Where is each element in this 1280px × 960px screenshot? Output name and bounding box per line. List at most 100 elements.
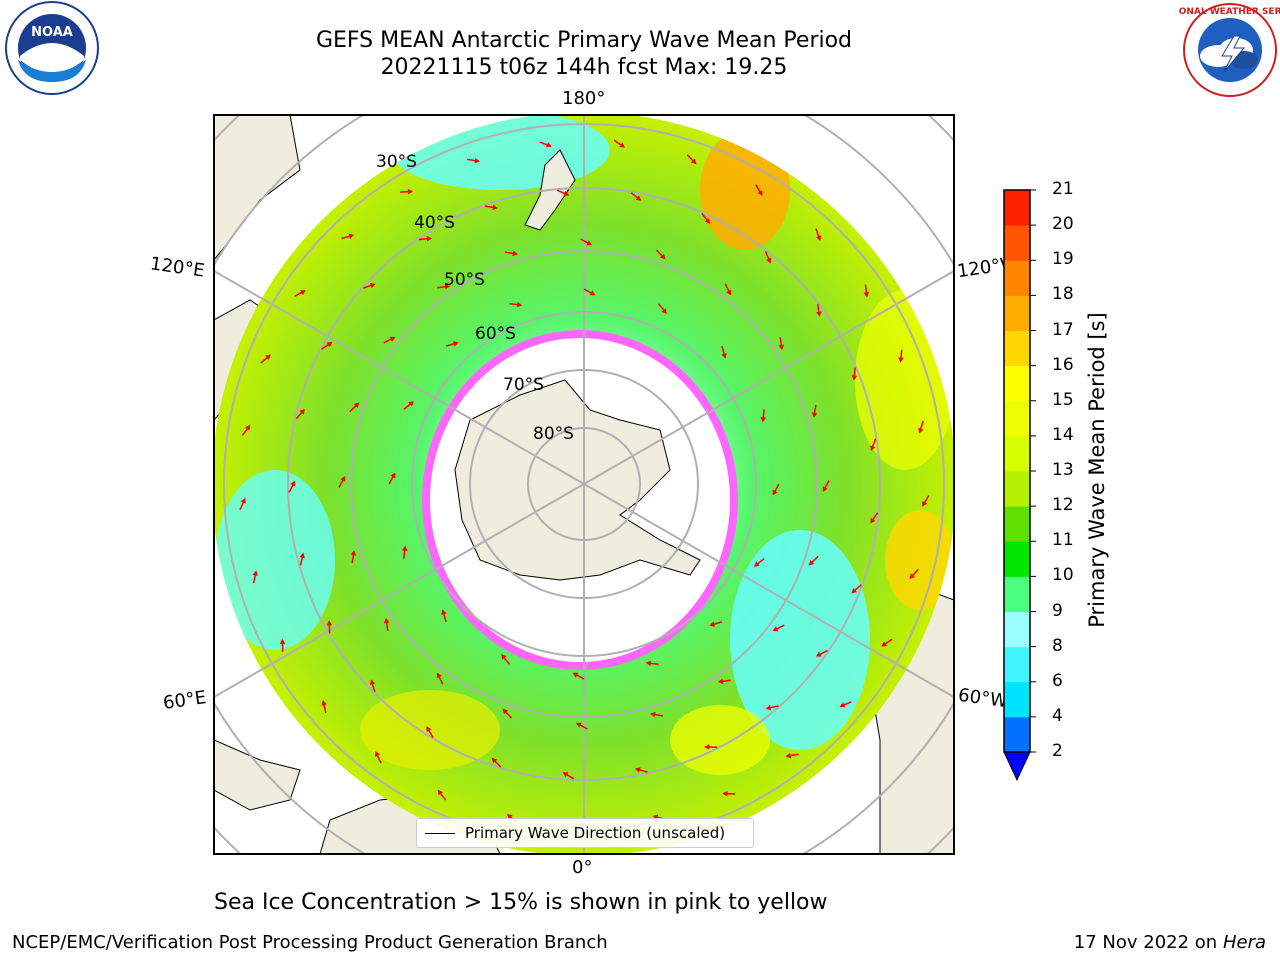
lat-label-40s: 40°S: [414, 213, 455, 233]
wave-arrow-head: [589, 290, 596, 296]
colorbar-tick-label: 19: [1052, 249, 1074, 270]
noaa-logo-text: NOAA: [31, 25, 73, 40]
wave-arrow-head: [704, 744, 710, 750]
wave-arrow-head: [645, 660, 651, 667]
lat-label-80s: 80°S: [533, 424, 574, 444]
wave-arrow-head: [299, 552, 305, 559]
wave-arrow-head: [389, 336, 396, 342]
colorbar-segment: [1004, 716, 1030, 753]
wave-arrow-head: [452, 341, 459, 347]
wave-arrow-head: [369, 679, 376, 686]
wave-arrow-head: [290, 480, 296, 487]
wave-arrow-head: [562, 772, 569, 778]
colorbar-tick-label: 14: [1052, 424, 1074, 445]
wave-arrow-head: [491, 757, 498, 764]
lon-label-180: 180°: [562, 88, 606, 109]
colorbar-tick-label: 17: [1052, 319, 1074, 340]
wave-arrow-head: [586, 240, 593, 246]
wave-arrow-head: [839, 702, 846, 708]
wave-arrow-head: [348, 233, 355, 239]
colorbar-tick-label: 11: [1052, 530, 1074, 551]
wave-arrow-head: [766, 257, 772, 264]
wave-arrow-head: [634, 767, 641, 773]
colorbar-segment: [1004, 225, 1030, 261]
legend-line-icon: [425, 832, 455, 834]
wave-arrow-head: [659, 253, 666, 260]
wave-arrow-head: [785, 752, 792, 759]
wave-arrow-head: [563, 190, 570, 196]
colorbar-tick-label: 18: [1052, 284, 1074, 305]
wave-arrow-head: [709, 621, 716, 627]
colorbar-segment: [1004, 611, 1030, 648]
wave-arrow-head: [863, 292, 870, 298]
wave-arrow-head: [299, 409, 305, 415]
wave-arrow-head: [350, 550, 357, 556]
colorbar-tick-label: 15: [1052, 389, 1074, 410]
wave-arrow-head: [816, 311, 822, 317]
colorbar-segment: [1004, 506, 1030, 542]
wave-arrow-head: [512, 250, 518, 257]
wave-arrow-head: [870, 445, 876, 451]
wave-arrow-head: [619, 142, 625, 148]
wave-arrow-head: [816, 235, 822, 241]
footer-date-text: 17 Nov 2022 on: [1073, 932, 1218, 953]
wave-arrow-head: [383, 617, 390, 624]
colorbar-under-arrow: [1003, 751, 1031, 782]
wave-arrow-head: [909, 573, 915, 579]
map-frame: [213, 114, 955, 855]
legend-label: Primary Wave Direction (unscaled): [465, 824, 726, 842]
colorbar-segment: [1004, 471, 1030, 507]
wave-arrow-head: [757, 190, 763, 196]
wave-arrow-head: [851, 588, 858, 594]
wave-arrow-head: [881, 641, 888, 647]
wave-arrow-head: [815, 651, 822, 657]
wave-arrow-head: [635, 195, 642, 201]
footer-credit: NCEP/EMC/Verification Post Processing Pr…: [12, 932, 608, 953]
colorbar-segment: [1004, 330, 1030, 367]
wave-arrow-head: [918, 427, 924, 434]
wave-arrow-head: [650, 711, 656, 718]
wave-arrow-head: [811, 412, 818, 418]
wave-arrow-head: [321, 700, 327, 706]
land-madagascar: [214, 739, 301, 811]
colorbar-tick-label: 4: [1052, 705, 1063, 726]
colorbar-segment: [1004, 365, 1030, 402]
wave-arrow-head: [808, 559, 815, 566]
wave-arrow-head: [898, 357, 904, 363]
wave-arrow-head: [772, 626, 779, 632]
wave-arrow-head: [721, 352, 727, 359]
wave-arrow-head: [492, 204, 498, 211]
wave-arrow-head: [265, 354, 271, 360]
lon-label-0: 0°: [572, 857, 593, 878]
wave-arrow-head: [474, 157, 480, 164]
colorbar-segment: [1004, 646, 1030, 683]
wave-arrow-head: [760, 417, 767, 423]
wave-arrow-head: [369, 282, 376, 289]
nws-logo-text: NATIONAL WEATHER SERVICE: [1178, 7, 1280, 17]
wave-arrow-head: [502, 708, 509, 715]
colorbar-tick-label: 13: [1052, 460, 1074, 480]
colorbar-tick-label: 10: [1052, 565, 1074, 586]
wave-arrow-head: [426, 726, 432, 732]
colorbar-tick-label: 6: [1052, 670, 1063, 691]
wave-direction-arrows: [239, 139, 930, 830]
wave-arrow-head: [704, 218, 710, 224]
colorbar-segment: [1004, 435, 1030, 472]
colorbar-tick-label: 20: [1052, 214, 1074, 235]
colorbar-segment: [1004, 541, 1030, 577]
wave-arrow-head: [441, 609, 447, 616]
colorbar: [1003, 189, 1036, 782]
footer-date: 17 Nov 2022 on Hera: [1074, 932, 1266, 953]
colorbar-tick-label: 9: [1052, 600, 1063, 621]
wave-arrow-head: [245, 424, 251, 431]
wave-arrow-head: [572, 672, 579, 678]
wave-arrow-head: [444, 283, 451, 290]
colorbar-segment: [1004, 260, 1030, 296]
chart-subtitle: 20221115 t06z 144h fcst Max: 19.25: [380, 55, 788, 80]
wave-arrow-head: [722, 790, 728, 797]
map-legend: Primary Wave Direction (unscaled): [416, 818, 754, 848]
colorbar-segment: [1004, 400, 1030, 437]
wave-arrow-head: [546, 142, 552, 148]
wave-arrow-head: [340, 475, 346, 482]
